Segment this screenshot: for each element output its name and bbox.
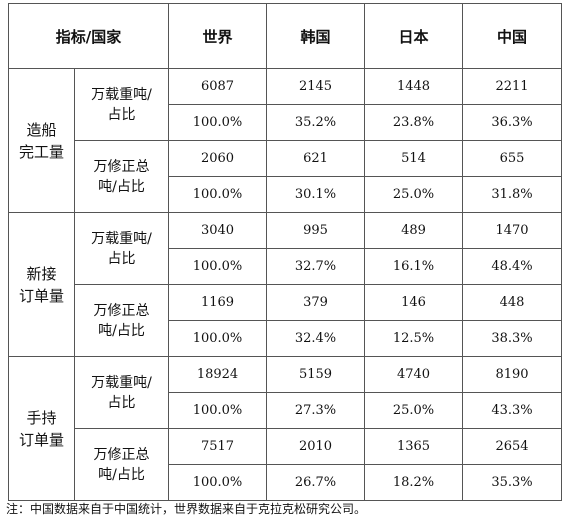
unit-label: 万载重吨/占比: [73, 68, 170, 141]
value-cell: 2654: [462, 428, 563, 465]
share-cell: 23.8%: [364, 104, 464, 141]
label-line: 万载重吨/: [91, 374, 152, 391]
value-cell: 1448: [364, 68, 464, 105]
table-row: 造船 完工量 万载重吨/占比 6087 2145 1448 2211: [8, 68, 563, 213]
value-cell: 8190: [462, 356, 563, 393]
share-cell: 25.0%: [364, 392, 464, 429]
label-line: 订单量: [18, 430, 64, 449]
value-cell: 2145: [266, 68, 366, 105]
country-header-japan: 日本: [364, 3, 464, 69]
table-row: 100.0% 32.4% 12.5% 38.3%: [9, 320, 563, 357]
label-line: 万载重吨/: [91, 230, 152, 247]
label-line: 吨/占比: [98, 322, 145, 339]
value-cell: 18924: [168, 356, 268, 393]
value-cell: 379: [266, 284, 366, 321]
share-cell: 48.4%: [462, 248, 563, 285]
share-cell: 100.0%: [168, 320, 268, 357]
label-line: 万载重吨/: [91, 86, 152, 103]
share-cell: 43.3%: [462, 392, 563, 429]
share-cell: 31.8%: [462, 176, 563, 213]
table-row: 新接 订单量 万载重吨/占比 3040 995 489 1470: [8, 212, 563, 357]
country-header-world: 世界: [168, 3, 268, 69]
table-row: 手持 订单量 万载重吨/占比 18924 5159 4740 8190: [8, 356, 563, 501]
unit-label: 万修正总吨/占比: [73, 284, 170, 357]
share-cell: 100.0%: [168, 464, 268, 501]
unit-label: 万修正总吨/占比: [73, 428, 170, 501]
label-line: 万修正总: [93, 446, 150, 463]
value-cell: 655: [462, 140, 563, 177]
label-line: 造船: [26, 120, 57, 139]
share-cell: 100.0%: [168, 392, 268, 429]
table-row: 万修正总 吨/占比 2060 621 514 655: [9, 140, 563, 213]
value-cell: 2010: [266, 428, 366, 465]
share-cell: 25.0%: [364, 176, 464, 213]
label-line: 订单量: [18, 286, 64, 305]
value-cell: 2060: [168, 140, 268, 177]
share-cell: 100.0%: [168, 176, 268, 213]
label-line: 吨/占比: [98, 178, 145, 195]
country-header-china: 中国: [462, 3, 563, 69]
share-cell: 16.1%: [364, 248, 464, 285]
share-cell: 32.4%: [266, 320, 366, 357]
share-cell: 100.0%: [168, 248, 268, 285]
value-cell: 995: [266, 212, 366, 249]
label-line: 完工量: [18, 142, 64, 161]
value-cell: 3040: [168, 212, 268, 249]
label-line: 吨/占比: [98, 466, 145, 483]
share-cell: 100.0%: [168, 104, 268, 141]
label-line: 万修正总: [93, 302, 150, 319]
share-cell: 18.2%: [364, 464, 464, 501]
value-cell: 7517: [168, 428, 268, 465]
share-cell: 35.2%: [266, 104, 366, 141]
share-cell: 30.1%: [266, 176, 366, 213]
value-cell: 1169: [168, 284, 268, 321]
share-cell: 27.3%: [266, 392, 366, 429]
share-cell: 12.5%: [364, 320, 464, 357]
table-row: 100.0% 26.7% 18.2% 35.3%: [9, 464, 563, 501]
table-row: 100.0% 27.3% 25.0% 43.3%: [9, 392, 563, 429]
shipbuilding-table: 指标/国家 世界 韩国 日本 中国 造船 完工量 万载重吨/占比 6087 2145 14…: [7, 3, 563, 501]
label-line: 占比: [107, 394, 136, 411]
country-header-korea: 韩国: [266, 3, 366, 69]
footnote: 注：中国数据来自于中国统计，世界数据来自于克拉克松研究公司。: [6, 502, 367, 516]
table-row: 100.0% 32.7% 16.1% 48.4%: [9, 248, 563, 285]
value-cell: 146: [364, 284, 464, 321]
share-cell: 38.3%: [462, 320, 563, 357]
share-cell: 32.7%: [266, 248, 366, 285]
value-cell: 448: [462, 284, 563, 321]
table-row: 100.0% 30.1% 25.0% 31.8%: [9, 176, 563, 213]
indicator-header: 指标/国家: [7, 3, 170, 69]
header-row: 指标/国家 世界 韩国 日本 中国: [7, 3, 563, 69]
value-cell: 489: [364, 212, 464, 249]
label-line: 万修正总: [93, 158, 150, 175]
unit-label: 万修正总吨/占比: [73, 140, 170, 213]
label-line: 手持: [26, 408, 57, 427]
table-row: 100.0% 35.2% 23.8% 36.3%: [9, 104, 563, 141]
table-row: 万修正总 吨/占比 1169 379 146 448: [9, 284, 563, 357]
value-cell: 4740: [364, 356, 464, 393]
group-label: 造船 完工量: [8, 68, 75, 213]
share-cell: 26.7%: [266, 464, 366, 501]
group-label: 新接 订单量: [8, 212, 75, 357]
table-row: 万修正总 吨/占比 7517 2010 1365 2654: [9, 428, 563, 501]
table-body: 造船 完工量 万载重吨/占比 6087 2145 1448 2211 100.0% 35.2% 2…: [8, 68, 563, 501]
share-cell: 35.3%: [462, 464, 563, 501]
share-cell: 36.3%: [462, 104, 563, 141]
value-cell: 514: [364, 140, 464, 177]
value-cell: 1470: [462, 212, 563, 249]
value-cell: 1365: [364, 428, 464, 465]
label-line: 占比: [107, 250, 136, 267]
group-label: 手持 订单量: [8, 356, 75, 501]
label-line: 占比: [107, 106, 136, 123]
value-cell: 6087: [168, 68, 268, 105]
value-cell: 2211: [462, 68, 563, 105]
value-cell: 621: [266, 140, 366, 177]
unit-label: 万载重吨/占比: [73, 212, 170, 285]
label-line: 新接: [26, 264, 57, 283]
unit-label: 万载重吨/占比: [73, 356, 170, 429]
value-cell: 5159: [266, 356, 366, 393]
